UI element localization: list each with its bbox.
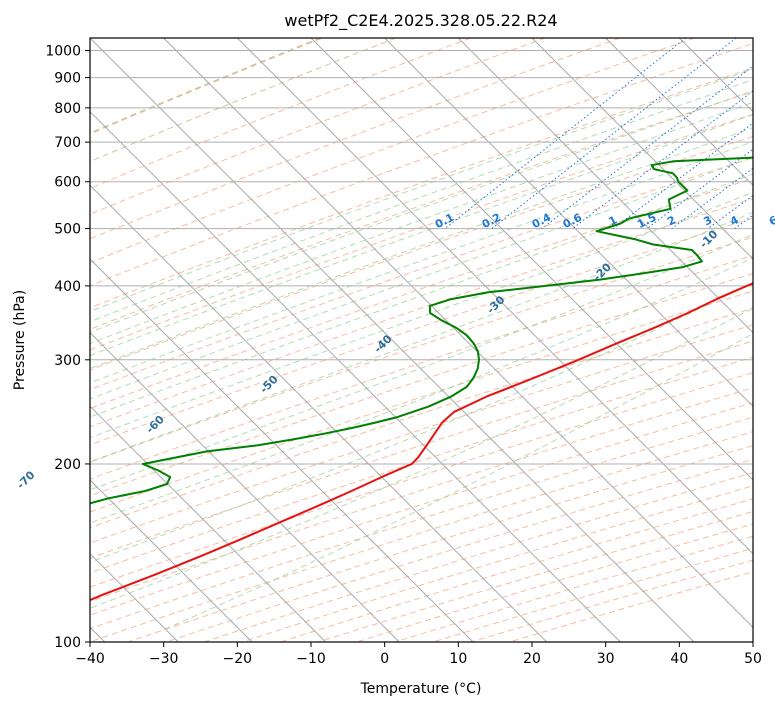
mixing-ratio-line [541,65,753,229]
isotherm-line [310,38,753,481]
isotherm-line [605,38,753,187]
y-tick-label: 600 [54,175,81,191]
dry-adiabat-line [90,372,753,588]
dry-adiabat-line [90,38,396,163]
y-axis-title: Pressure (hPa) [12,290,28,390]
y-tick-label: 1000 [45,44,81,60]
mixing-ratio-label: 6 [767,213,775,228]
moist-adiabat-line [90,141,753,384]
dry-adiabat-line [90,38,621,240]
chart-title: wetPf2_C2E4.2025.328.05.22.R24 [284,11,557,31]
x-tick-label: 30 [597,651,615,667]
isotherm-line [531,38,753,260]
y-tick-label: 200 [54,457,81,473]
dry-adiabat-line [241,485,753,642]
isotherm-line [457,38,753,334]
isotherm-line [90,184,548,642]
dry-adiabat-line [90,356,753,574]
plot-frame [89,37,754,643]
moist-adiabat-line [163,333,753,630]
x-tick-label: 50 [744,651,762,667]
y-tick-label: 900 [54,71,81,87]
x-tick-label: 0 [380,651,389,667]
isotherm-line [163,38,753,629]
y-tick-label: 400 [54,279,81,295]
dry-adiabat-line [165,458,753,642]
isotherm-line [90,258,474,642]
dry-adiabat-line [90,67,753,309]
dry-adiabat-line [90,113,753,351]
x-tick-label: −40 [75,651,105,667]
x-tick-label: −10 [296,651,326,667]
isotherm-line [90,331,400,642]
x-tick-label: −20 [223,651,253,667]
temperature-profile-line [90,282,753,602]
dry-adiabat-line [90,290,753,513]
isotherm-line [90,479,253,642]
x-tick-label: 40 [670,651,688,667]
moist-adiabat-line [90,68,753,313]
y-tick-label: 300 [54,353,81,369]
moist-adiabat-line [90,114,753,357]
dry-adiabat-line [90,38,546,215]
dry-adiabat-line [127,444,753,642]
moist-adiabat-line [90,282,753,563]
mixing-ratio-line [671,167,753,229]
moist-adiabat-line [90,257,753,524]
dewpoint-profile-line [90,156,753,505]
dry-adiabat-line [90,255,753,480]
y-tick-label: 500 [54,222,81,238]
dry-adiabat-line [90,340,753,559]
moist-adiabat-line [90,211,753,463]
moist-adiabat-line [90,127,753,370]
y-tick-label: 700 [54,135,81,151]
dry-adiabat-line [318,510,753,642]
isotherm-line [90,38,695,642]
dry-adiabat-line [90,324,753,544]
dry-adiabat-line [203,472,753,642]
y-tick-label: 100 [54,635,81,651]
isotherm-line [90,110,621,642]
isotherm-line [236,38,753,555]
x-tick-label: 10 [449,651,467,667]
isotherm-line [384,38,753,408]
dry-adiabat-line [90,307,753,529]
dry-adiabat-line [90,272,753,497]
dry-adiabat-line [90,90,753,330]
y-tick-label: 800 [54,101,81,117]
x-tick-label: −30 [149,651,179,667]
mixing-ratio-line [572,90,753,229]
isotherm-line [90,405,327,642]
x-axis-title: Temperature (°C) [360,681,482,697]
dry-adiabat-line [280,498,753,642]
x-tick-label: 20 [523,651,541,667]
